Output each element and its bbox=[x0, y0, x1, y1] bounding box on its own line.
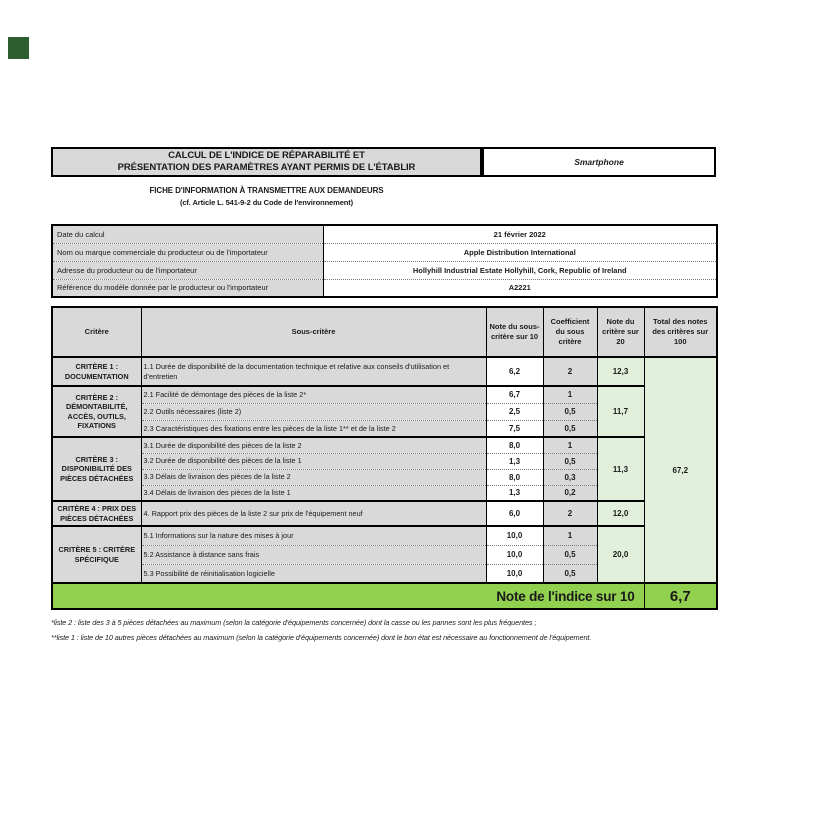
criterion-cell-2: CRITÈRE 2 : DÉMONTABILITÉ, ACCÈS, OUTILS… bbox=[51, 385, 142, 437]
sub-criterion-cell: 5.2 Assistance à distance sans frais bbox=[140, 544, 487, 564]
total-score-cell: 67,2 bbox=[643, 356, 718, 583]
col-header-note-sous-critere: Note du sous-critère sur 10 bbox=[485, 307, 544, 358]
info-row-date: Date du calcul 21 février 2022 bbox=[52, 225, 717, 243]
criterion-score-cell-4: 12,0 bbox=[596, 500, 645, 526]
info-label: Nom ou marque commerciale du producteur … bbox=[52, 242, 324, 261]
sub-criterion-cell: 4. Rapport prix des pièces de la liste 2… bbox=[140, 500, 487, 526]
document-title-box: CALCUL DE L'INDICE DE RÉPARABILITÉ ET PR… bbox=[51, 147, 482, 177]
info-value: A2221 bbox=[323, 278, 717, 297]
note-cell: 10,0 bbox=[485, 563, 544, 583]
sub-criterion-cell: 3.4 Délais de livraison des pièces de la… bbox=[140, 484, 487, 501]
coefficient-cell: 0,3 bbox=[542, 468, 598, 485]
note-cell: 8,0 bbox=[485, 436, 544, 453]
table-row-3-2: 3.2 Durée de disponibilité des pièces de… bbox=[52, 452, 717, 469]
note-cell: 1,3 bbox=[485, 452, 544, 469]
note-cell: 7,5 bbox=[485, 419, 544, 437]
table-row-2-2: 2.2 Outils nécessaires (liste 2) 2,5 0,5 bbox=[52, 402, 717, 420]
sub-criterion-cell: 5.1 Informations sur la nature des mises… bbox=[140, 525, 487, 545]
document-title-line2: PRÉSENTATION DES PARAMÈTRES AYANT PERMIS… bbox=[117, 162, 416, 173]
device-type-label: Smartphone bbox=[574, 157, 624, 167]
coefficient-cell: 0,5 bbox=[542, 563, 598, 583]
criterion-cell-5: CRITÈRE 5 : CRITÈRE SPÉCIFIQUE bbox=[51, 525, 142, 583]
col-header-note-critere: Note du critère sur 20 bbox=[596, 307, 645, 358]
sub-criterion-cell: 5.3 Possibilité de réinitialisation logi… bbox=[140, 563, 487, 583]
table-row-3-1: CRITÈRE 3 : DISPONIBILITÉ DES PIÈCES DÉT… bbox=[51, 436, 717, 501]
info-label: Adresse du producteur ou de l'importateu… bbox=[52, 260, 324, 279]
subtitle-line1: FICHE D'INFORMATION À TRANSMETTRE AUX DE… bbox=[149, 186, 384, 195]
sub-criterion-cell: 3.3 Délais de livraison des pièces de la… bbox=[140, 468, 487, 485]
criterion-score-cell-1: 12,3 bbox=[596, 356, 645, 386]
coefficient-cell: 0,5 bbox=[542, 452, 598, 469]
criteria-table: Critère Sous-critère Note du sous-critèr… bbox=[51, 306, 718, 610]
info-row-producer-address: Adresse du producteur ou de l'importateu… bbox=[52, 260, 717, 279]
sub-criterion-cell: 3.2 Durée de disponibilité des pièces de… bbox=[140, 452, 487, 469]
document-title-line1: CALCUL DE L'INDICE DE RÉPARABILITÉ ET bbox=[168, 149, 365, 161]
criterion-cell-1: CRITÈRE 1 : DOCUMENTATION bbox=[51, 356, 142, 386]
info-label: Référence du modèle donnée par le produc… bbox=[52, 278, 324, 297]
table-row-2-1: CRITÈRE 2 : DÉMONTABILITÉ, ACCÈS, OUTILS… bbox=[51, 385, 717, 437]
index-score-value: 6,7 bbox=[643, 582, 718, 609]
sub-criterion-cell: 3.1 Durée de disponibilité des pièces de… bbox=[140, 436, 487, 453]
coefficient-cell: 2 bbox=[542, 500, 598, 526]
index-score-row: Note de l'indice sur 10 6,7 bbox=[51, 582, 718, 609]
index-score-label: Note de l'indice sur 10 bbox=[51, 582, 645, 609]
col-header-critere: Critère bbox=[51, 307, 142, 358]
sub-criterion-cell: 1.1 Durée de disponibilité de la documen… bbox=[140, 356, 487, 386]
coefficient-cell: 1 bbox=[542, 525, 598, 545]
sub-criterion-cell: 2.3 Caractéristiques des fixations entre… bbox=[140, 419, 487, 437]
criterion-cell-4: CRITÈRE 4 : PRIX DES PIÈCES DÉTACHÉES bbox=[51, 500, 142, 526]
info-value: Apple Distribution International bbox=[323, 242, 717, 261]
coefficient-cell: 1 bbox=[542, 436, 598, 453]
info-value: 21 février 2022 bbox=[323, 225, 717, 243]
info-value: Hollyhill Industrial Estate Hollyhill, C… bbox=[323, 260, 717, 279]
table-row-5-3: 5.3 Possibilité de réinitialisation logi… bbox=[52, 563, 717, 583]
info-row-producer-name: Nom ou marque commerciale du producteur … bbox=[52, 242, 717, 261]
coefficient-cell: 0,5 bbox=[542, 544, 598, 564]
table-row-5-2: 5.2 Assistance à distance sans frais 10,… bbox=[52, 544, 717, 564]
footnote-liste2: *liste 2 : liste des 3 à 5 pièces détach… bbox=[51, 618, 537, 627]
table-row-4: CRITÈRE 4 : PRIX DES PIÈCES DÉTACHÉES 4.… bbox=[51, 500, 717, 526]
note-cell: 2,5 bbox=[485, 402, 544, 420]
criterion-score-cell-2: 11,7 bbox=[596, 385, 645, 437]
coefficient-cell: 0,5 bbox=[542, 419, 598, 437]
table-row-5-1: CRITÈRE 5 : CRITÈRE SPÉCIFIQUE 5.1 Infor… bbox=[51, 525, 717, 583]
criterion-score-cell-5: 20,0 bbox=[596, 525, 645, 583]
table-row-3-4: 3.4 Délais de livraison des pièces de la… bbox=[52, 484, 717, 501]
criterion-score-cell-3: 11,3 bbox=[596, 436, 645, 501]
coefficient-cell: 1 bbox=[542, 385, 598, 403]
table-row-2-3: 2.3 Caractéristiques des fixations entre… bbox=[52, 419, 717, 437]
info-row-model-reference: Référence du modèle donnée par le produc… bbox=[52, 278, 717, 297]
criteria-table-header-row: Critère Sous-critère Note du sous-critèr… bbox=[51, 307, 718, 358]
note-cell: 10,0 bbox=[485, 544, 544, 564]
corner-marker bbox=[8, 37, 29, 59]
coefficient-cell: 0,5 bbox=[542, 402, 598, 420]
table-row-3-3: 3.3 Délais de livraison des pièces de la… bbox=[52, 468, 717, 485]
note-cell: 6,2 bbox=[485, 356, 544, 386]
note-cell: 10,0 bbox=[485, 525, 544, 545]
note-cell: 6,7 bbox=[485, 385, 544, 403]
note-cell: 8,0 bbox=[485, 468, 544, 485]
note-cell: 6,0 bbox=[485, 500, 544, 526]
info-label: Date du calcul bbox=[52, 225, 324, 243]
table-row-1-1: CRITÈRE 1 : DOCUMENTATION 1.1 Durée de d… bbox=[51, 356, 718, 583]
note-cell: 1,3 bbox=[485, 484, 544, 501]
subtitle-line2: (cf. Article L. 541-9-2 du Code de l'env… bbox=[179, 198, 354, 207]
coefficient-cell: 0,2 bbox=[542, 484, 598, 501]
device-type-box: Smartphone bbox=[482, 147, 716, 177]
document-subtitle: FICHE D'INFORMATION À TRANSMETTRE AUX DE… bbox=[51, 185, 482, 208]
col-header-sous-critere: Sous-critère bbox=[140, 307, 487, 358]
footnote-liste1: **liste 1 : liste de 10 autres pièces dé… bbox=[51, 632, 592, 642]
sub-criterion-cell: 2.1 Facilité de démontage des pièces de … bbox=[140, 385, 487, 403]
col-header-coefficient: Coefficient du sous critère bbox=[542, 307, 598, 358]
criterion-cell-3: CRITÈRE 3 : DISPONIBILITÉ DES PIÈCES DÉT… bbox=[51, 436, 142, 501]
col-header-total: Total des notes des critères sur 100 bbox=[643, 307, 718, 358]
producer-info-table: Date du calcul 21 février 2022 Nom ou ma… bbox=[51, 224, 718, 298]
footnotes: *liste 2 : liste des 3 à 5 pièces détach… bbox=[51, 616, 751, 645]
sub-criterion-cell: 2.2 Outils nécessaires (liste 2) bbox=[140, 402, 487, 420]
coefficient-cell: 2 bbox=[542, 356, 598, 386]
